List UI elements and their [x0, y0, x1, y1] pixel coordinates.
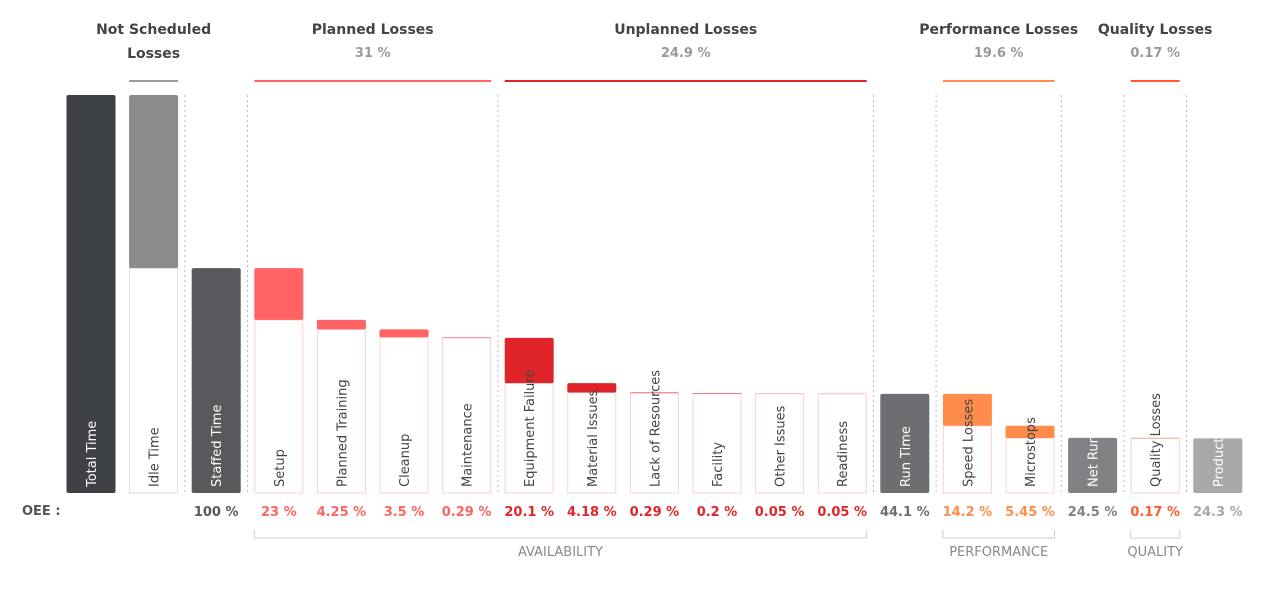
remaining-outline [817, 393, 867, 494]
bar [629, 392, 679, 394]
bar [567, 383, 617, 393]
bar [504, 337, 554, 384]
value-label: 14.2 % [943, 505, 993, 520]
group-name: Unplanned Losses [614, 22, 758, 38]
bar [1193, 438, 1243, 493]
value-label: 0.29 % [630, 505, 680, 520]
group-header: Quality Losses 0.17 % [1065, 18, 1245, 66]
bar [254, 268, 304, 320]
category-label: Maintenance [461, 403, 476, 487]
category-label: Setup [273, 449, 288, 487]
bracket-label: PERFORMANCE [949, 545, 1048, 560]
remaining-outline [567, 392, 617, 494]
group-name: Quality Losses [1097, 22, 1213, 38]
group-header: Planned Losses 31 % [283, 18, 463, 66]
group-title: Planned Losses 31 % [283, 18, 463, 66]
value-label: 23 % [261, 505, 297, 520]
group-subtitle: 31 % [354, 46, 391, 61]
category-label: Speed Losses [961, 399, 976, 487]
category-label: Productive Time [1212, 382, 1227, 487]
category-label: Microstops [1024, 417, 1039, 487]
bracket [1130, 530, 1181, 539]
value-label: 3.5 % [384, 505, 425, 520]
remaining-outline [692, 393, 742, 494]
value-label: 0.17 % [1130, 505, 1180, 520]
group-subtitle: 0.17 % [1130, 46, 1180, 61]
group-title: Unplanned Losses 24.9 % [596, 18, 776, 66]
category-label: Idle Time [148, 427, 163, 487]
bar [191, 268, 241, 493]
value-label: 0.05 % [817, 505, 867, 520]
category-label: Readiness [836, 421, 851, 487]
bar [66, 95, 116, 493]
bracket-label: AVAILABILITY [518, 545, 603, 560]
value-label: 0.05 % [755, 505, 805, 520]
value-label: 24.5 % [1068, 505, 1118, 520]
category-label: Quality Losses [1149, 393, 1164, 487]
bar [442, 337, 492, 338]
value-label: 20.1 % [504, 505, 554, 520]
category-label: Planned Training [335, 379, 350, 487]
value-label: 0.29 % [442, 505, 492, 520]
group-title: Performance Losses 19.6 % [909, 18, 1089, 66]
category-label: Total Time [85, 421, 100, 488]
category-label: Staffed Time [210, 405, 225, 487]
value-label: 100 % [194, 505, 239, 520]
row-label: OEE : [22, 504, 61, 519]
group-header: Unplanned Losses 24.9 % [596, 18, 776, 66]
bar [880, 393, 930, 493]
value-label: 4.18 % [567, 505, 617, 520]
category-label: Lack of Resources [648, 370, 663, 487]
bar [379, 329, 429, 338]
group-header: Performance Losses 19.6 % [909, 18, 1089, 66]
bracket [942, 530, 1055, 539]
remaining-outline [1005, 437, 1055, 494]
group-title: Not Scheduled Losses [64, 18, 244, 66]
value-label: 24.3 % [1193, 505, 1243, 520]
bar [316, 319, 366, 330]
value-label: 0.2 % [697, 505, 738, 520]
group-header: Not Scheduled Losses [64, 18, 244, 66]
bracket [253, 530, 868, 539]
remaining-outline [129, 267, 179, 494]
remaining-outline [1130, 437, 1180, 494]
category-label: Facility [711, 442, 726, 487]
value-label: 5.45 % [1005, 505, 1055, 520]
group-title: Quality Losses 0.17 % [1065, 18, 1245, 66]
category-label: Cleanup [398, 434, 413, 487]
group-name: Not Scheduled Losses [96, 22, 212, 62]
category-label: Run Time [899, 426, 914, 487]
category-label: Net Run Time [1087, 399, 1102, 487]
bar [129, 95, 179, 269]
remaining-outline [942, 425, 992, 494]
group-name: Performance Losses [919, 22, 1079, 38]
value-label: 4.25 % [317, 505, 367, 520]
group-subtitle: 19.6 % [973, 46, 1024, 61]
category-label: Equipment Failure [523, 370, 538, 487]
category-label: Material Issues [586, 389, 601, 487]
bar [1068, 437, 1118, 493]
category-label: Other Issues [774, 405, 789, 487]
group-subtitle: 24.9 % [660, 46, 711, 61]
remaining-outline [442, 337, 492, 494]
value-label: 44.1 % [880, 505, 930, 520]
remaining-outline [755, 393, 805, 494]
bracket-label: QUALITY [1127, 545, 1183, 560]
group-name: Planned Losses [311, 22, 434, 38]
bar [942, 393, 992, 426]
remaining-outline [629, 392, 679, 494]
remaining-outline [504, 382, 554, 494]
bar [1005, 425, 1055, 439]
